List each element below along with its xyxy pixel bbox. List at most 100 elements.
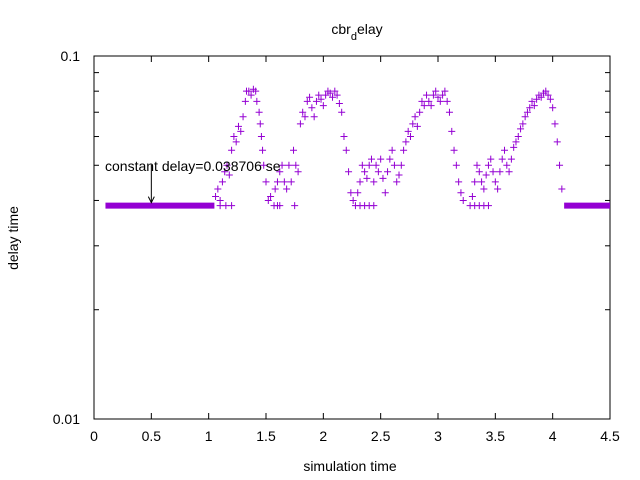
delay-point	[530, 102, 538, 110]
delay-point	[257, 133, 265, 141]
delay-point	[345, 168, 353, 176]
delay-point	[310, 113, 318, 121]
delay-point	[214, 185, 222, 193]
delay-point	[494, 185, 502, 193]
delay-point	[434, 93, 442, 101]
delay-point	[264, 196, 272, 204]
delay-point	[384, 168, 392, 176]
delay-point	[510, 143, 518, 151]
delay-point	[312, 97, 320, 105]
delay-point	[228, 202, 236, 210]
delay-point	[491, 178, 499, 186]
delay-point	[230, 133, 238, 141]
delay-point	[429, 91, 437, 99]
delay-point	[291, 202, 299, 210]
delay-point	[514, 133, 522, 141]
delay-point	[319, 102, 327, 110]
delay-point	[457, 189, 465, 197]
delay-point	[278, 161, 286, 169]
delay-point	[237, 127, 245, 135]
x-tick-label: 1	[205, 428, 213, 444]
delay-point	[315, 91, 323, 99]
delay-point	[553, 138, 561, 146]
delay-point	[358, 161, 366, 169]
delay-point	[480, 185, 488, 193]
delay-point	[267, 193, 275, 201]
delay-point	[478, 178, 486, 186]
delay-point	[448, 127, 456, 135]
delay-point	[455, 178, 463, 186]
delay-point	[232, 138, 240, 146]
delay-point	[397, 161, 405, 169]
delay-point	[245, 87, 253, 95]
delay-point	[370, 202, 378, 210]
delay-point	[212, 193, 220, 201]
delay-point	[285, 161, 293, 169]
annotation: constant delay=0.038706 se	[105, 158, 281, 204]
delay-point	[308, 104, 316, 112]
delay-point	[317, 95, 325, 103]
delay-point	[280, 178, 288, 186]
delay-point	[418, 97, 426, 105]
delay-point	[340, 133, 348, 141]
delay-point	[225, 171, 233, 179]
delay-point	[301, 113, 309, 121]
delay-point	[296, 120, 304, 128]
delay-point	[482, 171, 490, 179]
delay-point	[241, 97, 249, 105]
chart-title-subscript: d	[351, 31, 357, 43]
delay-point	[416, 108, 424, 116]
delay-point	[475, 168, 483, 176]
delay-point	[234, 122, 242, 130]
delay-point	[306, 93, 314, 101]
chart-title: cbrdelay	[331, 21, 382, 43]
delay-point	[221, 168, 229, 176]
delay-point	[259, 146, 267, 154]
x-tick-label: 4	[549, 428, 557, 444]
delay-point	[533, 95, 541, 103]
delay-point	[406, 133, 414, 141]
x-tick-label: 2.5	[371, 428, 391, 444]
delay-point	[395, 171, 403, 179]
delay-point	[326, 89, 334, 97]
delay-point	[468, 193, 476, 201]
delay-point	[290, 146, 298, 154]
delay-point	[223, 161, 231, 169]
x-tick-label: 0	[90, 428, 98, 444]
delay-point	[333, 91, 341, 99]
delay-point	[404, 127, 412, 135]
delay-point	[287, 178, 295, 186]
delay-point	[423, 91, 431, 99]
delay-point	[425, 97, 433, 105]
delay-point	[542, 87, 550, 95]
delay-point	[216, 196, 224, 204]
plot-frame	[93, 55, 611, 420]
x-tick-label: 3	[434, 428, 442, 444]
x-tick-label: 2	[319, 428, 327, 444]
delay-point	[388, 146, 396, 154]
delay-point	[356, 178, 364, 186]
delay-point	[544, 91, 552, 99]
delay-point	[329, 93, 337, 101]
delay-point	[526, 104, 534, 112]
delay-point	[361, 168, 369, 176]
delay-point	[409, 120, 417, 128]
delay-point	[487, 155, 495, 163]
delay-point	[512, 138, 520, 146]
delay-point	[386, 155, 394, 163]
delay-point	[484, 161, 492, 169]
delay-point	[489, 168, 497, 176]
y-tick-label: 0.01	[53, 411, 80, 427]
delay-point	[452, 161, 460, 169]
delay-point	[363, 174, 371, 182]
delay-point	[283, 185, 291, 193]
delay-point	[338, 108, 346, 116]
delay-point	[342, 146, 350, 154]
delay-point	[390, 161, 398, 169]
delay-point	[517, 125, 525, 133]
delay-point	[546, 95, 554, 103]
delay-point	[367, 155, 375, 163]
delay-point	[253, 97, 261, 105]
delay-point	[393, 178, 401, 186]
annotation-text: constant delay=0.038706 se	[105, 158, 281, 174]
